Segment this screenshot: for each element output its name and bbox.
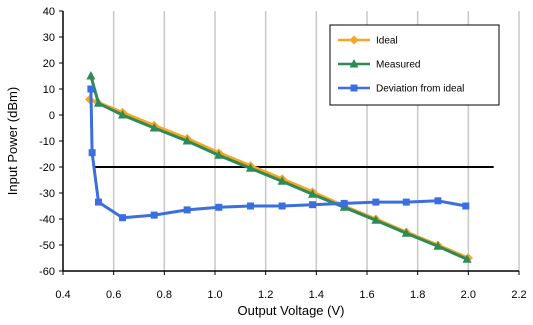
data-point-deviation-from-ideal — [88, 149, 96, 157]
data-point-deviation-from-ideal — [94, 198, 102, 206]
x-axis-title: Output Voltage (V) — [238, 303, 345, 318]
legend-swatch-marker — [350, 84, 358, 92]
y-tick-label: -50 — [39, 240, 55, 252]
legend-label: Measured — [376, 60, 420, 71]
x-tick-label: 2.0 — [461, 289, 476, 301]
y-tick-label: -10 — [39, 136, 55, 148]
data-point-measured — [245, 163, 255, 172]
x-tick-label: 0.4 — [55, 289, 70, 301]
data-point-measured — [462, 254, 472, 263]
data-point-deviation-from-ideal — [402, 198, 410, 206]
data-point-measured — [371, 215, 381, 224]
data-point-deviation-from-ideal — [119, 214, 127, 222]
y-tick-label: 10 — [43, 84, 55, 96]
tick-labels: 40 30 20 10 0 -10 -20 -30 -40 -50 -600.4 0.6 0.8 1.0 1… — [39, 6, 527, 301]
series-deviation-from-ideal — [87, 85, 470, 222]
data-point-deviation-from-ideal — [215, 203, 223, 211]
x-tick-label: 0.8 — [157, 289, 172, 301]
x-tick-label: 0.6 — [106, 289, 121, 301]
legend-swatch-marker — [349, 59, 359, 68]
y-tick-label: -20 — [39, 162, 55, 174]
y-tick-label: 20 — [43, 58, 55, 70]
data-point-measured — [93, 98, 103, 107]
legend-item-deviation-from-ideal: Deviation from ideal — [338, 84, 464, 95]
y-tick-label: 40 — [43, 6, 55, 18]
data-point-measured — [149, 123, 159, 132]
data-point-measured — [118, 110, 128, 119]
legend-item-ideal: Ideal — [338, 35, 398, 47]
legend-item-measured: Measured — [338, 59, 420, 71]
legend-label: Ideal — [376, 36, 398, 47]
legend: Ideal Measured Deviation from ideal — [329, 24, 500, 106]
axes — [59, 10, 520, 275]
data-point-measured — [277, 176, 287, 185]
x-tick-label: 1.2 — [258, 289, 273, 301]
x-tick-label: 1.6 — [359, 289, 374, 301]
data-point-deviation-from-ideal — [246, 202, 254, 210]
y-tick-label: -60 — [39, 266, 55, 278]
data-point-deviation-from-ideal — [462, 202, 470, 210]
data-point-deviation-from-ideal — [309, 201, 317, 209]
series-group — [85, 71, 473, 263]
series-measured — [86, 71, 472, 263]
y-axis-title: Input Power (dBm) — [5, 87, 20, 195]
x-tick-label: 1.8 — [410, 289, 425, 301]
data-point-measured — [308, 189, 318, 198]
data-point-deviation-from-ideal — [434, 197, 442, 205]
x-tick-label: 2.2 — [511, 289, 526, 301]
y-tick-label: 30 — [43, 32, 55, 44]
series-line-measured — [89, 75, 468, 261]
y-tick-label: -30 — [39, 188, 55, 200]
data-point-deviation-from-ideal — [150, 211, 158, 219]
y-tick-label: 0 — [49, 110, 55, 122]
data-point-measured — [182, 136, 192, 145]
data-point-measured — [214, 150, 224, 159]
data-point-deviation-from-ideal — [278, 202, 286, 210]
series-line-deviation-from-ideal — [89, 88, 467, 220]
data-point-deviation-from-ideal — [87, 85, 95, 93]
y-tick-label: -40 — [39, 214, 55, 226]
data-point-measured — [86, 71, 96, 80]
legend-swatch-marker — [349, 35, 359, 45]
data-point-measured — [433, 241, 443, 250]
data-point-deviation-from-ideal — [183, 206, 191, 214]
legend-label: Deviation from ideal — [376, 84, 464, 95]
data-point-measured — [401, 228, 411, 237]
x-tick-label: 1.4 — [309, 289, 324, 301]
data-point-deviation-from-ideal — [372, 198, 380, 206]
data-point-deviation-from-ideal — [340, 199, 348, 207]
x-tick-label: 1.0 — [207, 289, 222, 301]
